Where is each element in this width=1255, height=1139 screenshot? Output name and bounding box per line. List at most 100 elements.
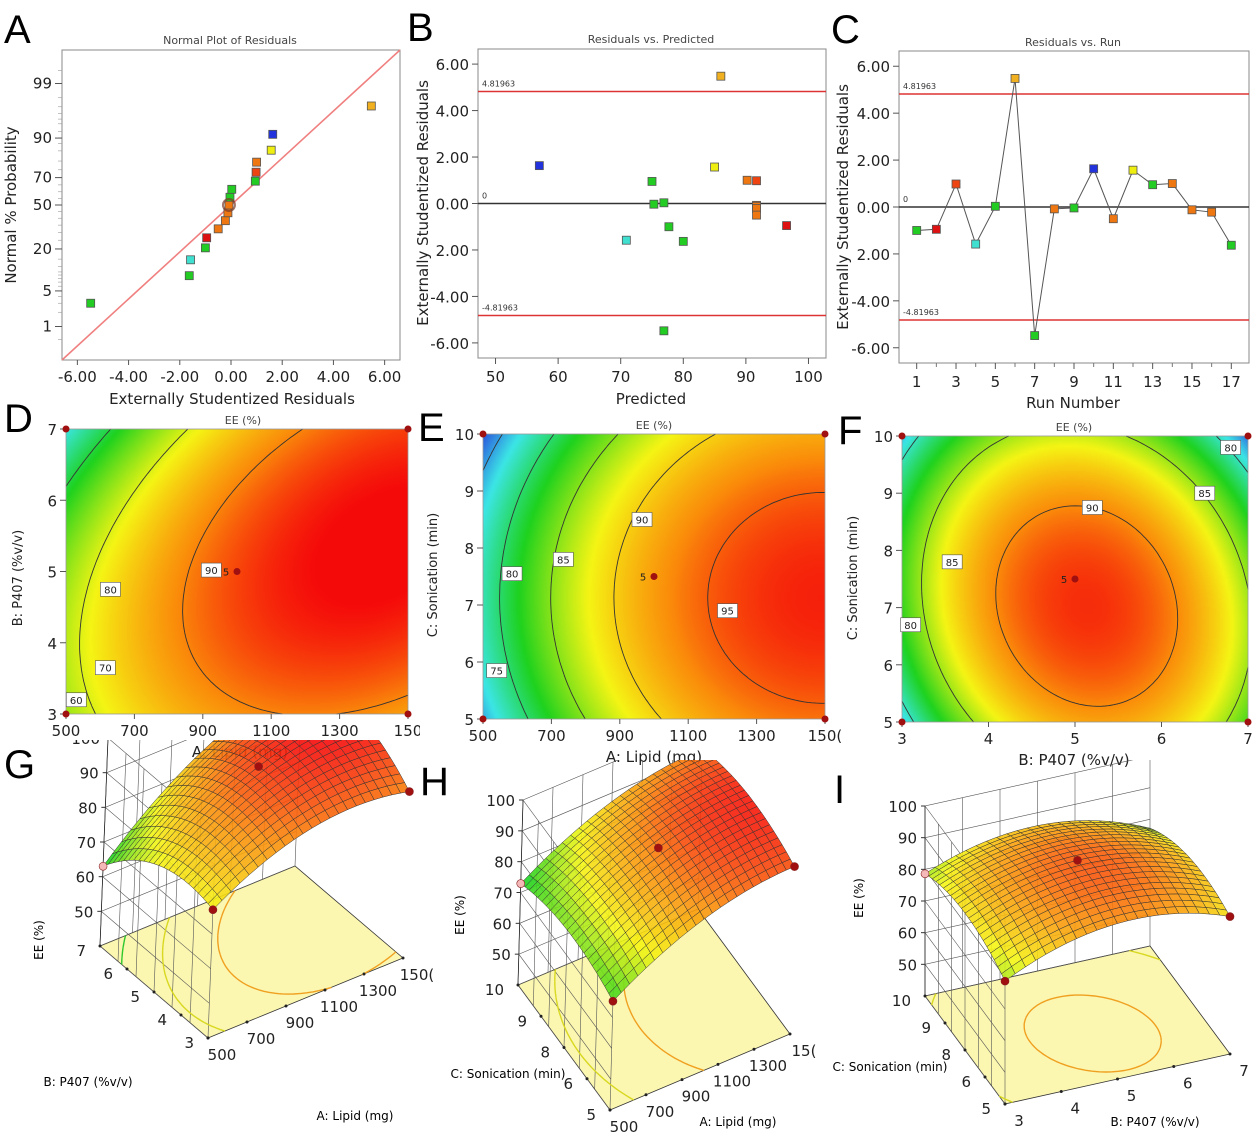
y-tick-label: 10 bbox=[485, 981, 504, 999]
x-tick-label: 0.00 bbox=[214, 368, 247, 386]
contour-label-box bbox=[717, 603, 738, 618]
contour-plot-p407-sonication: EE (%) 3 4 5 6 7 5 6 7 8 9 10 80 85 90 85 80 5 B: P407 (… bbox=[846, 421, 1253, 769]
data-point bbox=[1187, 205, 1197, 215]
y-tick-label: 10 bbox=[455, 426, 474, 444]
y-tick-label: 70 bbox=[33, 169, 52, 187]
center-point bbox=[1071, 575, 1079, 583]
contour-label: 70 bbox=[99, 664, 112, 675]
limit-line-label: 4.81963 bbox=[903, 82, 936, 91]
z-tick-label: 90 bbox=[495, 823, 514, 841]
contour-label: 75 bbox=[490, 667, 503, 678]
z-tick-label: 60 bbox=[898, 925, 917, 943]
y-tick bbox=[152, 990, 156, 994]
y-tick bbox=[125, 967, 129, 971]
z-axis-line bbox=[99, 740, 109, 947]
x-tick-label: 150 bbox=[394, 722, 420, 740]
y-tick-label: -6.00 bbox=[851, 340, 890, 358]
design-point bbox=[404, 425, 412, 433]
x-tick-label: 1300 bbox=[749, 1057, 787, 1075]
y-tick-label: 2.00 bbox=[857, 152, 890, 170]
data-point bbox=[1226, 240, 1236, 250]
z-tick-label: 90 bbox=[898, 830, 917, 848]
design-point bbox=[821, 715, 829, 723]
y-tick bbox=[585, 1077, 589, 1081]
y-tick-label: 6 bbox=[47, 492, 57, 510]
x-tick-label: 60 bbox=[549, 368, 568, 386]
data-point bbox=[1207, 207, 1217, 217]
limit-line-label: 0 bbox=[482, 192, 487, 201]
y-tick-label: 8 bbox=[464, 540, 474, 558]
data-point bbox=[912, 226, 922, 235]
limit-line-label: -4.81963 bbox=[903, 308, 939, 317]
data-point bbox=[931, 224, 941, 234]
data-point bbox=[951, 179, 961, 189]
x-tick-label: 7 bbox=[1030, 373, 1040, 391]
y-tick bbox=[539, 1014, 543, 1018]
x-tick-label: 80 bbox=[674, 368, 693, 386]
y-tick-label: 9 bbox=[921, 1019, 931, 1037]
contour-label: 90 bbox=[1086, 504, 1099, 515]
contour-label-box bbox=[1194, 485, 1216, 501]
data-point bbox=[710, 162, 719, 172]
z-tick-label: 50 bbox=[898, 956, 917, 974]
chart-title: EE (%) bbox=[1056, 421, 1092, 434]
chart-title: EE (%) bbox=[225, 414, 261, 427]
x-tick bbox=[1116, 1077, 1119, 1081]
residuals-vs-predicted-chart: Residuals vs. Predicted 50 60 70 80 90 100 -6.… bbox=[414, 33, 827, 408]
contour-line bbox=[65, 428, 112, 487]
y-tick-label: 6 bbox=[961, 1073, 971, 1091]
contour-label-box bbox=[100, 582, 121, 597]
contour-line bbox=[482, 433, 503, 471]
chart-title: Normal Plot of Residuals bbox=[163, 34, 297, 47]
design-point bbox=[516, 879, 526, 888]
y-tick-label: 7 bbox=[47, 421, 57, 439]
design-point bbox=[1000, 976, 1010, 986]
y-tick-label: 5 bbox=[464, 711, 474, 729]
y-tick-label: 9 bbox=[883, 485, 893, 503]
contour-line bbox=[499, 433, 555, 720]
contour-label: 80 bbox=[506, 570, 519, 581]
y-tick-label: 6 bbox=[464, 654, 474, 672]
data-point bbox=[678, 236, 688, 246]
floor-contour bbox=[1023, 994, 1162, 1073]
data-point bbox=[1128, 165, 1138, 175]
data-point bbox=[1049, 204, 1059, 214]
y-tick-label: 6.00 bbox=[857, 58, 890, 76]
y-tick-label: 6.00 bbox=[436, 56, 469, 74]
floor-contour bbox=[554, 969, 635, 1101]
y-tick-label: 2.00 bbox=[857, 246, 890, 264]
x-tick-label: 3 bbox=[951, 373, 961, 391]
x-tick-label: 17 bbox=[1222, 373, 1241, 391]
x-tick-label: 7 bbox=[1239, 1062, 1249, 1080]
x-tick bbox=[362, 972, 366, 976]
x-tick bbox=[245, 1020, 249, 1024]
y-tick bbox=[923, 994, 927, 998]
design-point bbox=[898, 432, 906, 440]
data-point bbox=[1069, 203, 1079, 213]
y-tick-label: 50 bbox=[33, 196, 52, 214]
x-tick-label: 150( bbox=[808, 727, 842, 745]
z-tick-label: 100 bbox=[888, 798, 917, 816]
x-axis-label: Predicted bbox=[616, 390, 686, 408]
data-point bbox=[1030, 331, 1040, 340]
design-point bbox=[404, 710, 412, 718]
x-tick-label: 6 bbox=[1157, 730, 1167, 748]
x-axis-label: B: P407 (%v/v) bbox=[1110, 1115, 1199, 1129]
z-tick-label: 50 bbox=[74, 903, 93, 921]
x-tick-label: 500 bbox=[52, 722, 81, 740]
design-point bbox=[479, 715, 487, 723]
surface-patch bbox=[227, 740, 237, 744]
y-tick-label: 8 bbox=[883, 542, 893, 560]
x-tick-label: 700 bbox=[247, 1030, 276, 1048]
data-point bbox=[220, 216, 230, 226]
contour-label-box bbox=[941, 554, 963, 570]
y-tick-label: 4.00 bbox=[436, 103, 469, 121]
x-tick-label: 9 bbox=[1069, 373, 1079, 391]
floor-contour bbox=[121, 935, 127, 965]
x-tick-label: 5 bbox=[991, 373, 1001, 391]
data-point bbox=[1010, 74, 1020, 83]
data-point bbox=[252, 157, 262, 167]
z-tick-label: 70 bbox=[493, 885, 512, 903]
x-tick bbox=[1228, 1052, 1232, 1056]
